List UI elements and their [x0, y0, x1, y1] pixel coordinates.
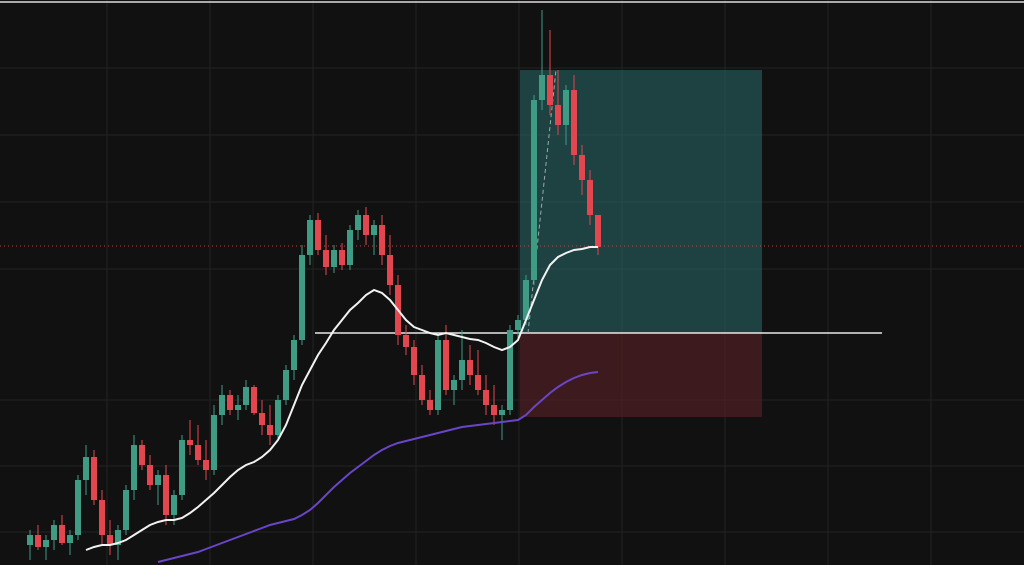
candle-body [323, 250, 329, 267]
candle-body [491, 405, 497, 415]
candle-body [579, 155, 585, 180]
candle-body [531, 100, 537, 280]
candle-body [419, 375, 425, 400]
candle-body [139, 445, 145, 465]
candle-body [27, 535, 33, 545]
candle-body [403, 335, 409, 347]
candle-body [187, 440, 193, 445]
candle-body [267, 425, 273, 435]
candle-body [179, 440, 185, 495]
candle-body [547, 75, 553, 105]
candle-body [411, 347, 417, 375]
candle-body [523, 280, 529, 320]
candle-body [83, 457, 89, 480]
candle-body [283, 370, 289, 400]
candle-body [427, 400, 433, 410]
candle-body [451, 380, 457, 390]
candle-body [515, 320, 521, 330]
candle-body [235, 405, 241, 410]
candle-body [379, 225, 385, 255]
candle-body [243, 387, 249, 405]
candle-body [131, 445, 137, 490]
candle-body [587, 180, 593, 215]
candle-body [163, 475, 169, 515]
candle-body [555, 105, 561, 125]
candle-body [475, 375, 481, 390]
candle-body [315, 220, 321, 250]
candle-body [115, 530, 121, 545]
candle-body [355, 215, 361, 230]
candle-body [499, 410, 505, 415]
moving-average [85, 246, 598, 551]
candle-body [563, 90, 569, 125]
candle-body [459, 360, 465, 380]
candle-body [571, 90, 577, 155]
candle-body [91, 457, 97, 500]
candle-body [443, 340, 449, 390]
candle-body [147, 465, 153, 485]
candle-body [251, 387, 257, 413]
candle-body [307, 220, 313, 255]
candle-body [507, 330, 513, 410]
candle-body [339, 250, 345, 265]
candle-body [35, 535, 41, 547]
candle-body [387, 255, 393, 285]
candle-body [467, 360, 473, 375]
candle-body [539, 75, 545, 100]
trade-path [527, 69, 557, 334]
candle-body [331, 250, 337, 267]
candle-body [43, 540, 49, 547]
candle-body [483, 390, 489, 405]
candle-body [211, 415, 217, 470]
candle-body [275, 400, 281, 435]
candle-body [155, 475, 161, 485]
candle-body [67, 535, 73, 543]
candle-body [59, 525, 65, 543]
candle-body [435, 340, 441, 410]
candle-body [171, 495, 177, 515]
candle-body [595, 215, 601, 247]
candle-body [227, 395, 233, 410]
candle-body [259, 413, 265, 425]
candle-body [51, 525, 57, 540]
moving-average [157, 371, 599, 563]
candle-body [363, 215, 369, 235]
candle-body [299, 255, 305, 340]
candle-body [219, 395, 225, 415]
loss-zone [520, 333, 762, 417]
candle-body [347, 230, 353, 265]
candle-body [203, 460, 209, 470]
candle-body [123, 490, 129, 530]
candle-body [291, 340, 297, 370]
candle-body [107, 535, 113, 545]
candle-body [75, 480, 81, 535]
candle-body [371, 225, 377, 235]
candle-body [195, 445, 201, 460]
candle-body [99, 500, 105, 535]
